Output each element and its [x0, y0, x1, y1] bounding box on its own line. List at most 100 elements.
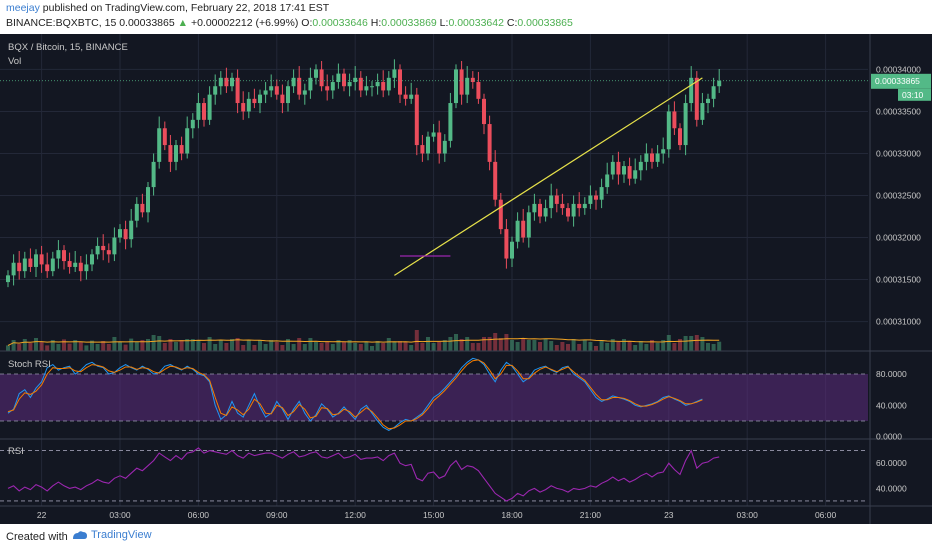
candle-body	[90, 254, 94, 265]
candle-body	[650, 153, 654, 162]
candle-body	[454, 69, 458, 104]
candle-body	[168, 145, 173, 162]
volume-bar	[678, 339, 682, 351]
tradingview-brand: TradingView	[91, 529, 152, 541]
volume-bar	[353, 343, 358, 351]
candle-body	[482, 98, 486, 125]
candle-body	[706, 98, 710, 104]
candle-body	[717, 80, 722, 87]
open-value: 0.00033646	[312, 17, 368, 29]
candle-body	[330, 82, 335, 91]
tradingview-link[interactable]: TradingView	[72, 529, 152, 541]
volume-bar	[129, 338, 134, 351]
candle-body	[358, 77, 363, 91]
volume-bar	[185, 339, 190, 351]
volume-bar	[610, 339, 615, 351]
volume-bar	[67, 343, 72, 351]
volume-bar	[224, 343, 229, 351]
candle-body	[11, 262, 16, 276]
candle-body	[678, 128, 682, 146]
candle-body	[442, 140, 447, 154]
candle-body	[566, 208, 570, 217]
candle-body	[269, 86, 274, 91]
candle-body	[420, 145, 425, 154]
grid	[0, 34, 868, 506]
volume-bar	[605, 343, 610, 351]
candle-body	[146, 187, 150, 213]
chart-container[interactable]: 22 03:00 06:00 09:00 12:00 15:00 18:00 21:00 23 0…	[0, 34, 932, 524]
volume-bar	[420, 343, 425, 351]
candle-body	[263, 90, 268, 95]
candle-body	[465, 77, 470, 95]
volume-bar	[554, 345, 559, 351]
candle-body	[39, 254, 44, 265]
volume-bar	[291, 344, 296, 351]
close-label: C:	[503, 17, 518, 29]
volume-bar	[101, 341, 106, 351]
volume-bar	[482, 337, 486, 351]
candle-body	[594, 195, 598, 200]
candle-body	[694, 77, 699, 120]
candle-body	[560, 203, 565, 209]
tradingview-logo-icon	[73, 531, 87, 540]
candle-body	[666, 111, 671, 150]
volume-label: Vol	[8, 56, 21, 67]
price-tick-label: 0.00032500	[876, 191, 921, 201]
volume-bar	[280, 345, 285, 351]
candle-body	[655, 153, 660, 162]
candle-body	[62, 250, 66, 262]
volume-bar	[622, 339, 626, 351]
candle-body	[314, 69, 318, 78]
candle-body	[622, 166, 626, 175]
volume-bar	[588, 342, 593, 351]
rsi-tick-label: 40.0000	[876, 483, 907, 493]
volume-bar	[297, 338, 302, 351]
candle-body	[515, 220, 520, 242]
volume-bar	[638, 341, 643, 351]
candle-body	[336, 73, 341, 83]
volume-bar	[146, 339, 150, 351]
candle-body	[230, 77, 234, 87]
volume-bar	[106, 344, 111, 351]
candle-body	[174, 145, 178, 162]
candle-body	[235, 77, 240, 104]
candle-body	[386, 77, 391, 91]
volume-bar	[347, 340, 352, 351]
stoch-d-line	[7, 359, 703, 430]
candle-body	[532, 203, 537, 213]
volume-bar	[207, 337, 212, 351]
volume-bar	[50, 340, 55, 351]
candle-body	[342, 73, 346, 87]
chart-canvas[interactable]: 22 03:00 06:00 09:00 12:00 15:00 18:00 21:00 23 0…	[0, 34, 932, 524]
price-tick-label: 0.00033500	[876, 106, 921, 116]
volume-bar	[95, 344, 100, 351]
candle-body	[521, 220, 526, 238]
stoch-k-line	[7, 357, 703, 431]
volume-bar	[644, 344, 649, 351]
volume-bar	[375, 341, 380, 351]
volume-bar	[392, 342, 397, 351]
candle-body	[476, 82, 481, 99]
volume-bar	[17, 344, 22, 351]
volume-bar	[90, 340, 94, 351]
volume-bar	[325, 342, 330, 351]
candle-body	[179, 145, 184, 154]
volume-bar	[123, 344, 128, 351]
volume-bar	[162, 343, 167, 351]
volume-bar	[34, 338, 38, 351]
candle-body	[403, 94, 408, 99]
candle-body	[151, 161, 156, 188]
candle-body	[274, 86, 279, 95]
candle-body	[353, 77, 358, 83]
candle-body	[202, 103, 206, 120]
volume-bar	[252, 345, 257, 351]
candle-body	[459, 69, 464, 95]
candle-body	[347, 82, 352, 87]
candle-body	[95, 245, 100, 255]
volume-bar	[134, 342, 139, 351]
low-value: 0.00033642	[448, 17, 504, 29]
author-link[interactable]: meejay	[6, 2, 40, 14]
volume-bar	[543, 339, 548, 351]
volume-bar	[577, 344, 582, 351]
candle-body	[470, 77, 475, 83]
